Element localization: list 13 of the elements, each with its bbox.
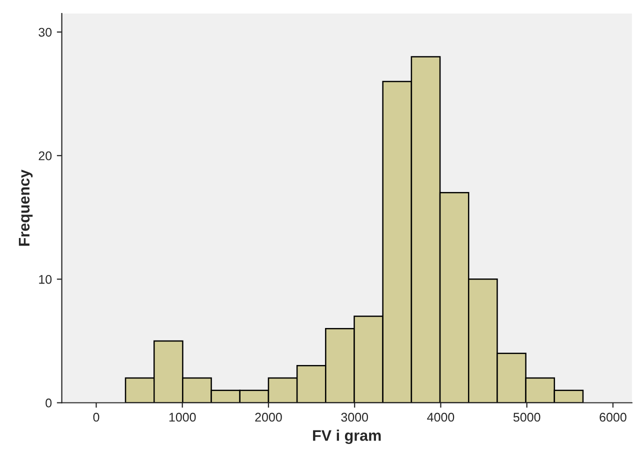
x-tick-label: 2000 — [255, 412, 282, 422]
x-tick-label: 3000 — [341, 412, 368, 422]
y-tick-label: 0 — [46, 398, 52, 408]
y-tick-label: 30 — [38, 28, 52, 37]
y-tick-label: 10 — [39, 274, 52, 284]
x-tick-label: 0 — [93, 412, 100, 422]
x-tick-label: 4000 — [427, 412, 454, 422]
x-tick-label: 6000 — [600, 412, 626, 422]
x-tick-label: 1000 — [169, 412, 196, 422]
x-axis-title: FV i gram — [313, 430, 381, 444]
x-tick-label: 5000 — [513, 412, 540, 422]
y-tick-label: 20 — [38, 151, 52, 160]
y-axis-title: Frequency — [18, 170, 33, 246]
